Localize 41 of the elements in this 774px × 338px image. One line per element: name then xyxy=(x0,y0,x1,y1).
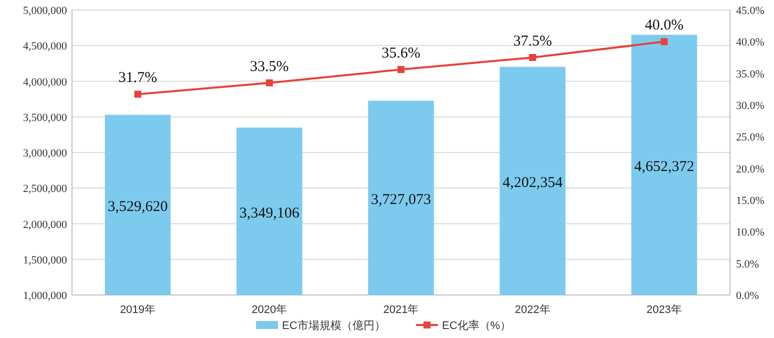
data-label: 40.0% xyxy=(644,18,684,34)
x-tick-label: 2023年 xyxy=(646,304,682,316)
y-tick-label: 4,000,000 xyxy=(23,76,68,88)
point xyxy=(529,54,536,61)
y-tick-label: 2,000,000 xyxy=(23,218,68,231)
y2-tick-label: 0.0% xyxy=(736,290,759,302)
y-tick-label: 3,500,000 xyxy=(23,112,68,124)
data-label: 37.5% xyxy=(513,34,552,50)
x-tick-label: 2021年 xyxy=(383,304,419,316)
x-tick-label: 2020年 xyxy=(252,304,288,316)
data-label: 3,529,620 xyxy=(108,198,168,215)
data-label: 3,349,106 xyxy=(239,205,300,222)
y-tick-label: 5,000,000 xyxy=(23,5,68,17)
data-label: 31.7% xyxy=(118,70,158,86)
y2-tick-label: 20.0% xyxy=(736,163,764,176)
data-label: 4,652,372 xyxy=(634,158,694,175)
x-tick-label: 2022年 xyxy=(514,304,550,316)
y2-tick-label: 40.0% xyxy=(736,36,764,49)
data-label: 4,202,354 xyxy=(502,174,564,191)
point xyxy=(660,38,668,46)
y2-tick-label: 15.0% xyxy=(736,195,764,207)
data-label: 35.6% xyxy=(382,46,420,62)
x-tick-label: 2019年 xyxy=(120,304,156,316)
y2-tick-label: 10.0% xyxy=(736,226,764,239)
y2-tick-label: 30.0% xyxy=(736,100,764,112)
y-tick-label: 1,000,000 xyxy=(23,290,68,302)
y2-tick-label: 25.0% xyxy=(736,132,764,144)
y2-tick-label: 5.0% xyxy=(736,258,759,270)
point xyxy=(398,66,404,74)
y-tick-label: 3,000,000 xyxy=(23,148,68,160)
y2-tick-label: 45.0% xyxy=(736,5,764,17)
y-tick-label: 1,500,000 xyxy=(23,254,68,266)
legend-label: EC化率（%） xyxy=(442,319,512,332)
legend-label: EC市場規模（億円） xyxy=(282,319,386,332)
y2-tick-label: 35.0% xyxy=(736,68,764,80)
data-label: 33.5% xyxy=(250,58,289,75)
y-tick-label: 2,500,000 xyxy=(23,183,68,196)
point xyxy=(266,79,273,86)
point xyxy=(134,90,142,98)
data-label: 3,727,073 xyxy=(371,192,431,208)
y-tick-label: 4,500,000 xyxy=(23,40,68,53)
